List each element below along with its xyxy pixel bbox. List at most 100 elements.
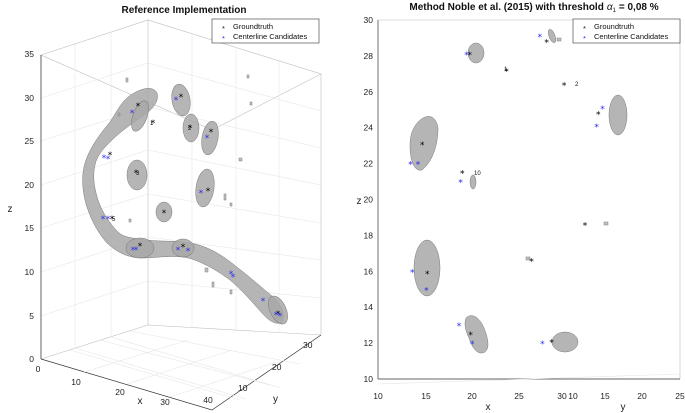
candidate-marker: * [464,51,469,61]
title-value: = 0,08 % [619,2,659,13]
tick-label: 20 [25,180,35,190]
vessel-blob [413,239,441,297]
tick-label: 10 [568,391,578,401]
left-chart: Reference Implementation [8,5,322,411]
legend-candidate-marker: * [583,34,586,43]
tick-label: 16 [364,266,374,276]
groundtruth-marker: * [138,242,143,252]
right-y-axis: 10 15 20 25 y [568,391,685,413]
candidate-marker: * [106,215,111,225]
speck [223,193,227,201]
speck [246,74,250,79]
tick-label: 25 [675,391,685,401]
legend-groundtruth-label: Groundtruth [594,22,634,31]
candidate-marker: * [205,134,210,144]
tick-label: 26 [364,87,374,97]
x-axis-label: x [486,402,491,413]
tick-label: 25 [25,136,35,146]
vessel-blob [268,295,288,325]
tick-label: 30 [25,93,35,103]
x-axis-label: x [138,396,143,407]
vessel-blob [201,120,219,156]
candidate-marker: * [231,273,236,283]
point-label: 1 [150,121,154,127]
title-symbol: α [607,2,613,13]
groundtruth-marker: * [596,110,601,120]
tick-label: 28 [364,51,374,61]
tick-label: 0 [36,364,41,374]
candidate-marker: * [416,161,421,171]
candidate-marker: * [470,340,475,350]
tick-label: 20 [115,387,125,397]
legend-candidate-label: Centerline Candidates [233,32,307,41]
right-z-axis: z 10 12 14 16 18 20 22 24 26 28 30 [357,15,374,384]
candidate-marker: * [600,105,605,115]
candidate-marker: * [101,215,106,225]
groundtruth-marker: * [276,310,281,320]
vessel-blob [195,168,215,208]
right-legend: * Groundtruth * Centerline Candidates [572,18,681,44]
groundtruth-marker: * [468,51,473,61]
tick-label: 5 [29,311,34,321]
groundtruth-marker: * [529,258,534,268]
speck [211,281,215,288]
y-axis-label: y [273,394,278,405]
groundtruth-marker: * [206,187,211,197]
left-points: 1 2 3 5 [112,121,192,223]
groundtruth-marker: * [162,209,167,219]
legend-candidate-marker: * [222,34,225,43]
point-label: 1 [504,67,508,73]
right-chart-title-text: Method Noble et al. (2015) with threshol… [409,2,603,13]
point-group: 2 [188,126,192,132]
groundtruth-marker: * [188,124,193,134]
speck [229,202,233,207]
right-blobs [409,29,628,354]
groundtruth-marker: * [151,119,156,129]
candidate-marker: * [106,155,111,165]
left-z-axis: 0 5 10 15 20 25 30 35 z [8,49,42,364]
right-chart-box [377,19,681,385]
vessel-blob [171,238,195,258]
groundtruth-marker: * [544,39,549,49]
candidate-marker: * [199,189,204,199]
candidate-marker: * [458,179,463,189]
vessel-segment [82,88,284,324]
tick-label: 20 [272,362,282,372]
speck [229,289,233,295]
legend-candidate-label: Centerline Candidates [594,32,668,41]
candidate-marker: * [102,154,107,164]
legend-groundtruth-marker: * [222,24,225,33]
speck [603,221,609,226]
groundtruth-marker: * [209,128,214,138]
candidate-marker: * [229,270,234,280]
candidate-marker: * [410,268,415,278]
title-subscript: 1 [613,8,617,14]
vessel-blob [131,100,149,132]
point-label: 2 [188,126,192,132]
tick-label: 15 [421,391,431,401]
candidate-marker: * [278,312,283,322]
vessel-blob [409,116,439,171]
groundtruth-marker: * [562,82,567,92]
legend-groundtruth-marker: * [583,24,586,33]
tick-label: 20 [364,195,374,205]
groundtruth-marker: * [136,102,141,112]
tick-label: 12 [364,338,374,348]
candidate-marker: * [274,311,279,321]
groundtruth-marker: * [108,151,113,161]
candidate-marker: * [538,33,543,43]
left-legend: * Groundtruth * Centerline Candidates [211,18,320,44]
point-label: 5 [112,217,116,223]
tick-label: 15 [25,223,35,233]
point-label: 3 [136,171,140,177]
tick-label: 30 [557,391,567,401]
groundtruth-marker: * [425,270,430,280]
groundtruth-marker: * [181,243,186,253]
tick-label: 14 [364,302,374,312]
tick-label: 30 [303,340,313,350]
tick-label: 20 [637,391,647,401]
right-point-labels: 10 1 2 [474,67,579,177]
tick-label: 10 [238,383,248,393]
groundtruth-marker: * [420,141,425,151]
